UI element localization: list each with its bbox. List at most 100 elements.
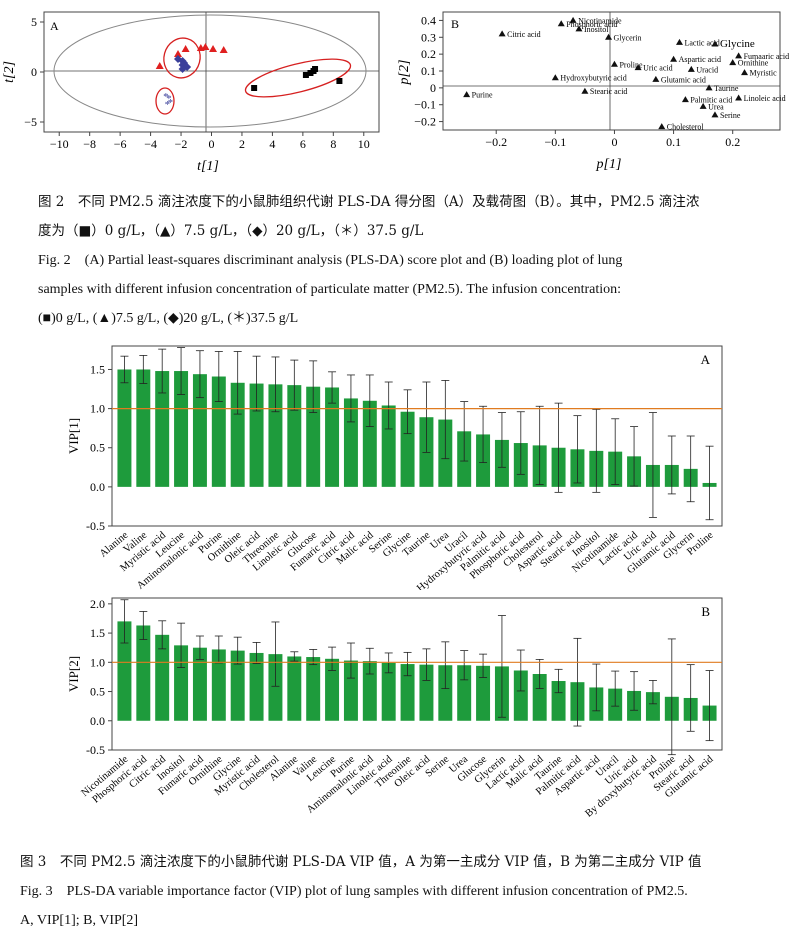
bar bbox=[400, 411, 415, 487]
score-point-asterisk: * bbox=[168, 97, 174, 109]
score-x-tick-label: 2 bbox=[239, 137, 245, 151]
loading-point bbox=[675, 38, 683, 45]
bar bbox=[230, 650, 245, 721]
bar bbox=[306, 657, 321, 721]
loading-x-ticks: −0.2 −0.1 0 0.1 0.2 bbox=[485, 130, 740, 149]
fig2-caption-en-2: samples with different infusion concentr… bbox=[38, 282, 622, 297]
loading-point bbox=[575, 25, 583, 32]
bar bbox=[513, 670, 528, 721]
loading-x-tick-label: 0.2 bbox=[725, 135, 740, 149]
loading-point bbox=[610, 60, 618, 67]
loading-point-label: Lactic acid bbox=[684, 38, 719, 47]
loading-point-label: Cholesterol bbox=[667, 123, 705, 132]
bar bbox=[211, 376, 226, 487]
loading-point-label: Glycine bbox=[720, 38, 755, 50]
bar bbox=[419, 664, 434, 721]
loading-point-label: Purine bbox=[472, 91, 493, 100]
score-x-ticks: −10 −8 −6 −4 −2 0 2 4 6 8 10 bbox=[50, 132, 370, 151]
loading-point bbox=[498, 30, 506, 37]
score-y-tick-label: −5 bbox=[24, 115, 37, 129]
loading-plot: B −0.2 −0.1 0 0.1 0.2 0.40.30.20.10−0.1−0.2 … bbox=[397, 11, 789, 172]
y-tick-label: 0.5 bbox=[90, 685, 105, 699]
loading-point bbox=[705, 84, 713, 91]
fig2-caption: 图 2 不同 PM2.5 滴注浓度下的小鼠肺组织代谢 PLS-DA 得分图（A）… bbox=[38, 188, 768, 333]
loading-point-label: Palmitic acid bbox=[690, 96, 732, 105]
loading-point-label: Stearic acid bbox=[590, 87, 628, 96]
bar bbox=[645, 692, 660, 721]
fig2-caption-en-1: Fig. 2 (A) Partial least-squares discrim… bbox=[38, 253, 623, 268]
loading-xlabel: p[1] bbox=[596, 157, 622, 172]
plot-frame bbox=[111, 345, 723, 527]
bar bbox=[268, 654, 283, 721]
loading-ylabel: p[2] bbox=[397, 60, 412, 86]
bar bbox=[381, 405, 396, 487]
score-plot: A −10 −8 −6 −4 −2 0 2 4 6 8 10 5 0 −5 **** t[1] t[2] bbox=[2, 11, 380, 174]
bar bbox=[155, 371, 170, 487]
bar bbox=[249, 652, 264, 721]
y-tick-label: -0.5 bbox=[86, 519, 105, 533]
fig2-caption-cn-1: 图 2 不同 PM2.5 滴注浓度下的小鼠肺组织代谢 PLS-DA 得分图（A）… bbox=[38, 194, 700, 210]
y-axis-label: VIP[2] bbox=[66, 656, 81, 692]
bar bbox=[325, 658, 340, 721]
score-point-triangle bbox=[181, 45, 190, 52]
fig2-caption-en-3: (■)0 g/L, (▲)7.5 g/L, (◆)20 g/L, (＊)37.5… bbox=[38, 311, 299, 326]
loading-point-label: Hydroxybutyric acid bbox=[560, 74, 626, 83]
panel-label: A bbox=[701, 352, 711, 367]
score-point-square bbox=[307, 70, 314, 76]
loading-point bbox=[569, 16, 577, 23]
loading-y-ticks: 0.4 0.3 0.2 0.1 0 −0.1 −0.2 bbox=[414, 13, 443, 129]
loading-point-label: Glutamic acid bbox=[661, 75, 706, 84]
loading-point bbox=[735, 52, 743, 59]
bar bbox=[174, 371, 189, 487]
fig2-caption-cn-2: 度为（■）0 g/L，（▲）7.5 g/L，（◆）20 g/L，（＊）37.5 … bbox=[38, 223, 424, 239]
score-point-diamond bbox=[178, 65, 187, 73]
bar bbox=[476, 665, 491, 721]
vip2-chart: -0.50.00.51.01.52.0VIP[2]BNicotinamidePh… bbox=[66, 597, 723, 820]
score-point-square bbox=[336, 78, 343, 84]
loading-point bbox=[605, 33, 613, 40]
bar bbox=[400, 664, 415, 721]
loading-point bbox=[687, 65, 695, 72]
y-tick-label: 2.0 bbox=[90, 597, 105, 611]
score-y-tick-label: 0 bbox=[31, 65, 37, 79]
loading-point-label: Uracid bbox=[696, 65, 718, 74]
bar bbox=[117, 369, 132, 487]
score-x-tick-label: 8 bbox=[330, 137, 336, 151]
score-point-asterisk: * bbox=[163, 91, 169, 103]
score-x-tick-label: −6 bbox=[114, 137, 127, 151]
score-x-tick-label: −8 bbox=[83, 137, 96, 151]
loading-y-tick-label: −0.1 bbox=[414, 98, 436, 112]
bar bbox=[136, 625, 151, 721]
loading-point bbox=[735, 94, 743, 101]
y-tick-label: 0.5 bbox=[90, 441, 105, 455]
loading-point bbox=[741, 69, 749, 76]
loading-point bbox=[551, 74, 559, 81]
bar bbox=[381, 662, 396, 721]
y-axis-label: VIP[1] bbox=[66, 418, 81, 454]
bar bbox=[325, 387, 340, 487]
y-tick-label: 1.0 bbox=[90, 402, 105, 416]
bar bbox=[249, 383, 264, 487]
loading-point-label: Ornithine bbox=[738, 59, 769, 68]
loading-x-tick-label: 0 bbox=[611, 135, 617, 149]
loading-point bbox=[729, 59, 737, 66]
bar bbox=[362, 661, 377, 721]
bar bbox=[343, 660, 358, 721]
loading-y-tick-label: 0.1 bbox=[421, 64, 436, 78]
bar bbox=[532, 674, 547, 721]
score-point-triangle bbox=[209, 45, 218, 52]
score-point-square bbox=[251, 85, 258, 91]
bar bbox=[174, 645, 189, 721]
loading-point-label: Glycerin bbox=[614, 33, 642, 42]
loading-point bbox=[699, 102, 707, 109]
score-xlabel: t[1] bbox=[197, 159, 219, 174]
score-x-tick-label: −10 bbox=[50, 137, 69, 151]
score-panel-label: A bbox=[50, 19, 59, 33]
score-y-ticks: 5 0 −5 bbox=[24, 15, 44, 129]
loading-panel-label: B bbox=[451, 17, 459, 31]
loading-point bbox=[652, 75, 660, 82]
score-point-asterisk: * bbox=[166, 93, 172, 105]
bar bbox=[457, 665, 472, 721]
y-tick-label: 1.5 bbox=[90, 626, 105, 640]
score-x-tick-label: 0 bbox=[209, 137, 215, 151]
